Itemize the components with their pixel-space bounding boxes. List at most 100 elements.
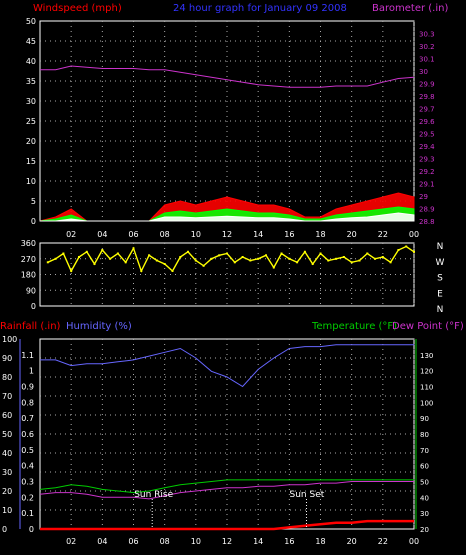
x-tick-label: 02	[66, 230, 76, 239]
temperature-tick-label: 120	[420, 368, 433, 376]
compass-label: E	[437, 289, 443, 299]
x-tick-label: 16	[284, 537, 294, 546]
humidity-tick-label: 100	[2, 335, 17, 344]
barometer-tick-label: 29.3	[419, 156, 435, 164]
wind-tick-label: 30	[26, 97, 36, 106]
barometer-label: Barometer (.in)	[372, 3, 448, 14]
humidity-tick-label: 90	[2, 354, 12, 363]
x-tick-label: 10	[191, 537, 201, 546]
direction-point	[358, 259, 361, 262]
x-tick-label: 22	[378, 537, 388, 546]
barometer-tick-label: 29.9	[419, 81, 435, 89]
barometer-tick-label: 29.6	[419, 118, 435, 126]
temperature-tick-label: 60	[420, 463, 429, 471]
wind-tick-label: 35	[26, 77, 36, 86]
x-tick-label: 18	[315, 537, 325, 546]
temperature-tick-label: 70	[420, 447, 429, 455]
rain-tick-label: 0.9	[21, 383, 34, 392]
direction-point	[296, 261, 299, 264]
windspeed-label: Windspeed (mph)	[33, 3, 122, 14]
barometer-tick-label: 29.2	[419, 168, 435, 176]
direction-point	[257, 257, 260, 260]
direction-point	[85, 250, 88, 253]
wind-tick-label: 20	[26, 137, 36, 146]
direction-tick-label: 0	[31, 302, 36, 311]
humidity-tick-label: 0	[2, 525, 7, 534]
direction-point	[288, 257, 291, 260]
wind-axes: 0 5 10 15 20 25 30 35 40 45 50 02 04 06 08 10 12 14 16 18 20…	[26, 17, 435, 239]
humidity-tick-label: 80	[2, 373, 12, 382]
rain-series	[40, 519, 414, 531]
wind-tick-label: 25	[26, 117, 36, 126]
barometer-tick-label: 29.4	[419, 143, 435, 151]
humidity-tick-label: 30	[2, 468, 12, 477]
wind-tick-label: 15	[26, 157, 36, 166]
x-tick-label: 20	[347, 230, 357, 239]
rain-tick-label: 0.3	[21, 478, 34, 487]
rain-series	[39, 344, 414, 531]
temperature-tick-label: 30	[420, 510, 429, 518]
direction-point	[148, 254, 151, 257]
direction-point	[335, 257, 338, 260]
wind-tick-label: 40	[26, 57, 36, 66]
compass-label: S	[437, 274, 443, 284]
direction-point	[272, 266, 275, 269]
temperature-tick-label: 130	[420, 352, 433, 360]
x-tick-label: 02	[66, 537, 76, 546]
x-tick-label: 20	[347, 537, 357, 546]
x-tick-label: 22	[378, 230, 388, 239]
rain-axes: 010203040506070809010000.10.20.30.40.50.…	[2, 335, 433, 546]
barometer-tick-label: 28.9	[419, 206, 435, 214]
rain-tick-label: 0.4	[21, 462, 34, 471]
x-tick-label: 06	[128, 230, 138, 239]
direction-point	[202, 264, 205, 267]
wind-min-series	[40, 212, 415, 222]
humidity-tick-label: 10	[2, 506, 12, 515]
direction-tick-label: 270	[21, 255, 36, 264]
x-tick-label: 14	[253, 230, 263, 239]
direction-point	[241, 256, 244, 258]
rain-tick-label: 0.7	[21, 414, 34, 423]
direction-point	[413, 250, 415, 253]
dewpoint-series	[39, 481, 414, 500]
barometer-tick-label: 30.2	[419, 43, 435, 51]
humidity-tick-label: 60	[2, 411, 12, 420]
barometer-tick-label: 29.7	[419, 106, 435, 114]
temperature-tick-label: 80	[420, 431, 429, 439]
temperature-tick-label: 90	[420, 415, 429, 423]
direction-point	[62, 252, 65, 255]
direction-panel	[39, 242, 415, 307]
direction-point	[46, 261, 49, 264]
barometer-tick-label: 29.8	[419, 93, 435, 101]
direction-point	[405, 245, 408, 248]
direction-point	[397, 249, 400, 251]
humidity-tick-label: 40	[2, 449, 12, 458]
temperature-series	[39, 479, 414, 494]
humidity-tick-label: 50	[2, 430, 12, 439]
x-tick-label: 12	[222, 537, 232, 546]
x-tick-label: 04	[97, 537, 107, 546]
direction-point	[70, 270, 73, 272]
wind-series	[39, 65, 415, 222]
rain-tick-label: 1.1	[21, 351, 34, 360]
direction-point	[132, 247, 135, 250]
temperature-tick-label: 100	[420, 399, 433, 407]
barometer-tick-label: 29	[419, 193, 428, 201]
x-tick-label: 18	[315, 230, 325, 239]
wind-tick-label: 5	[31, 197, 36, 206]
temperature-tick-label: 50	[420, 479, 429, 487]
temperature-tick-label: 110	[420, 384, 433, 392]
sunrise-annotation: Sun Rise	[134, 490, 173, 500]
compass-label: W	[436, 258, 445, 268]
x-tick-label: 04	[97, 230, 107, 239]
direction-point	[54, 257, 57, 260]
x-tick-label: 10	[191, 230, 201, 239]
direction-point	[109, 257, 112, 260]
compass-label: N	[437, 242, 444, 252]
rainfall-label: Rainfall (.in)	[0, 321, 61, 332]
rain-tick-label: 0.2	[21, 493, 34, 502]
rain-tick-label: 0.5	[21, 446, 34, 455]
wind-tick-label: 0	[31, 217, 36, 226]
direction-point	[194, 259, 197, 262]
